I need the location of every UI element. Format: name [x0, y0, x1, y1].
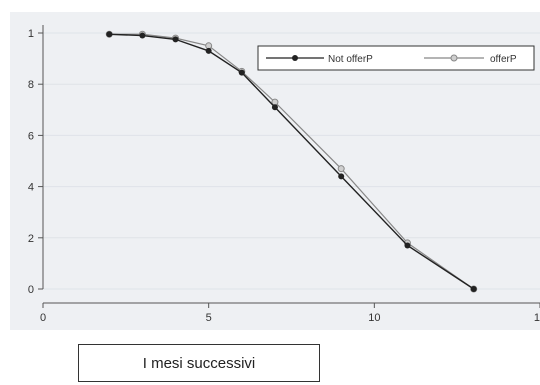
data-point-series-0 — [172, 36, 179, 43]
data-point-series-0 — [338, 173, 345, 180]
legend-label-1: offerP — [490, 54, 517, 65]
x-tick-label: 10 — [368, 312, 380, 324]
data-point-series-1 — [205, 42, 213, 50]
data-point-series-0 — [470, 286, 477, 292]
y-tick-label: 2 — [28, 233, 34, 245]
x-axis-label: I mesi successivi — [78, 344, 320, 382]
legend: Not offerP offerP — [257, 45, 535, 71]
y-tick-label: 6 — [28, 130, 34, 142]
data-point-series-0 — [106, 31, 113, 38]
x-tick-label: 15 — [534, 312, 540, 324]
y-tick-label: 4 — [28, 182, 34, 194]
legend-key-marker-0 — [292, 55, 298, 61]
data-point-series-0 — [205, 47, 212, 54]
x-tick-label: 5 — [206, 312, 212, 324]
y-tick-label: 8 — [28, 79, 34, 91]
y-tick-label: 1 — [28, 28, 34, 40]
data-point-series-0 — [404, 242, 411, 249]
series-lines — [105, 30, 478, 293]
legend-label-0: Not offerP — [328, 54, 373, 65]
data-point-series-0 — [238, 69, 245, 76]
data-point-series-0 — [271, 104, 278, 111]
legend-key-marker-1 — [450, 54, 458, 62]
y-tick-label: 0 — [28, 284, 34, 296]
data-point-series-1 — [337, 165, 345, 173]
axes: 024681051015 — [28, 25, 540, 324]
x-tick-label: 0 — [40, 312, 46, 324]
grid — [43, 32, 540, 290]
data-point-series-0 — [139, 32, 146, 39]
